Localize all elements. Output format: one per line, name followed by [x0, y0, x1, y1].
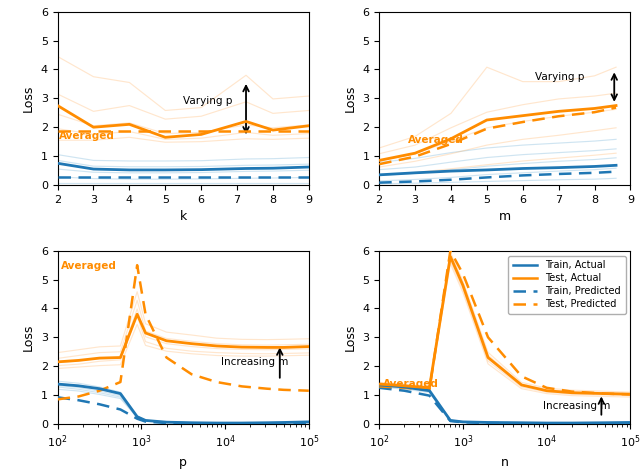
Y-axis label: Loss: Loss: [344, 324, 356, 351]
X-axis label: m: m: [499, 210, 511, 223]
Text: Varying p: Varying p: [183, 96, 232, 106]
X-axis label: p: p: [179, 456, 187, 469]
Text: Averaged: Averaged: [61, 261, 117, 271]
Text: Averaged: Averaged: [383, 379, 438, 389]
Legend: Train, Actual, Test, Actual, Train, Predicted, Test, Predicted: Train, Actual, Test, Actual, Train, Pred…: [508, 256, 625, 314]
X-axis label: n: n: [501, 456, 509, 469]
Y-axis label: Loss: Loss: [22, 324, 35, 351]
Text: Averaged: Averaged: [408, 135, 464, 145]
Text: Increasing m: Increasing m: [543, 401, 610, 411]
Text: Averaged: Averaged: [60, 131, 115, 141]
X-axis label: k: k: [180, 210, 187, 223]
Y-axis label: Loss: Loss: [22, 85, 35, 112]
Y-axis label: Loss: Loss: [344, 85, 356, 112]
Text: Varying p: Varying p: [535, 72, 585, 81]
Text: Increasing m: Increasing m: [221, 357, 289, 367]
